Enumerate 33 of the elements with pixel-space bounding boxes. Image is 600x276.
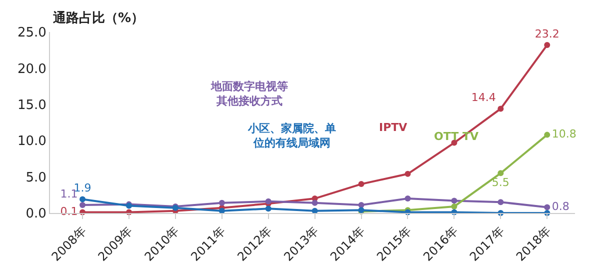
point (218, 200, 225, 206)
y-tick-label: 20.0 (17, 62, 46, 77)
point (451, 203, 458, 210)
point (312, 200, 318, 206)
y-tick-label: 5.0 (26, 170, 46, 186)
point (80, 196, 86, 202)
text: 地面数字电视等其他接收方式 (210, 80, 288, 108)
y-axis-title: 通路占比（%） (52, 10, 144, 26)
y-tick-label: 0.0 (26, 206, 46, 222)
point (358, 181, 364, 188)
y-tick-label: 25.0 (17, 26, 46, 41)
y-tick-label: 15.0 (17, 98, 46, 113)
text: OTT TV (434, 130, 479, 143)
y-tick-label: 10.0 (17, 134, 46, 150)
data-label: 0.8 (552, 200, 570, 213)
point (451, 198, 458, 204)
point (544, 42, 550, 48)
data-label: 10.8 (552, 128, 576, 141)
point (265, 206, 272, 212)
data-label: 14.4 (471, 91, 496, 104)
point (404, 196, 411, 202)
text: 小区、家属院、单位的有线局域网 (247, 122, 336, 150)
point (544, 204, 550, 210)
point (265, 198, 272, 204)
text: IPTV (379, 121, 408, 134)
point (498, 106, 504, 112)
point (80, 202, 86, 208)
point (404, 170, 411, 177)
point (544, 132, 550, 138)
data-label: 23.2 (534, 28, 560, 41)
data-label: 5.5 (492, 176, 510, 190)
point (498, 170, 504, 176)
point (498, 199, 504, 206)
